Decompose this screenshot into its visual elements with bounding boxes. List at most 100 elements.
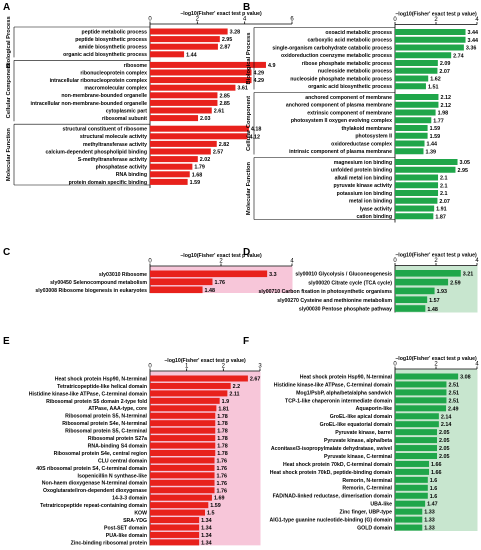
value-label: 2.51 (448, 398, 459, 404)
bar-gold-domain (395, 524, 423, 531)
value-label: 2.05 (439, 438, 450, 444)
category-label: Mog1/PsbP, alpha/beta/alpha sandwich (296, 390, 392, 396)
value-label: 4.12 (250, 134, 260, 140)
category-label: Ribosomal protein S5, C-terminal (65, 429, 147, 435)
value-label: 1.47 (427, 502, 438, 508)
category-label: sly00010 Glycolysis / Gluconeogenesis (295, 272, 392, 278)
value-label: 3.08 (460, 375, 471, 381)
value-label: 2.11 (229, 391, 239, 397)
value-label: 1.6 (430, 486, 438, 492)
value-label: 2.05 (439, 430, 450, 436)
bar-extrinsic-component-of-membrane (395, 109, 436, 116)
value-label: 2.95 (457, 168, 468, 174)
bar-remorin-n-terminal (395, 476, 428, 483)
bar-zinc-finger-ubp-type (395, 508, 423, 515)
panel-e: E −log10(Fisher' exact test p value) 0 1 2 3 H… (3, 336, 262, 546)
bar-remorin-c-terminal (395, 484, 428, 491)
category-label: Ribosomal protein S27a (88, 436, 147, 442)
category-label: sly03010 Ribosome (99, 272, 147, 278)
bar-sly00710-carbon-fixation-in-photosynthetic-organisms (395, 287, 435, 295)
category-label: FAD/NAD-linked reductase, dimerisation d… (273, 494, 392, 500)
category-label: carboxylic acid metabolic process (308, 38, 393, 44)
category-label: Tetratricopeptide repeat-containing doma… (40, 503, 147, 509)
value-label: 2.14 (441, 422, 452, 428)
x-axis-title: −log10(Fisher' exact test p value) (395, 253, 477, 259)
bar-alkali-metal-ion-binding (395, 174, 439, 181)
bar-isopenicillin-n-synthase-like (150, 472, 215, 479)
category-label: methyltransferase activity (83, 142, 147, 148)
value-label: 2.03 (200, 116, 211, 122)
panel-d: D −log10(Fisher' exact test p value)0 2 4 sl… (243, 247, 479, 313)
bar-heat-shock-protein-70kd-peptide-binding-domain (395, 468, 430, 475)
value-label: 1.76 (217, 481, 228, 487)
category-label: Histidine kinase-like ATPase, C-terminal… (29, 391, 147, 397)
panel-letter-d: D (243, 247, 250, 258)
value-label: 2.1 (440, 191, 448, 197)
bar-pyruvate-kinase-c-terminal (395, 453, 438, 459)
x-tick-label: 0 (393, 362, 397, 368)
category-label: ribose phosphate metabolic process (302, 61, 392, 67)
value-label: 1.81 (218, 406, 229, 412)
category-label: ribosomal subunit (102, 116, 147, 122)
value-label: 2.07 (439, 199, 450, 205)
bar-clu-central-domain (150, 457, 215, 464)
category-label: macromolecular complex (84, 86, 147, 92)
category-label: RNA-binding S4 domain (88, 443, 147, 449)
category-label: Post-SET domain (104, 525, 147, 531)
category-label: potassium ion binding (337, 191, 392, 197)
value-label: 2.02 (200, 157, 211, 163)
x-tick-label: 0 (148, 259, 152, 265)
x-tick-label: 1 (185, 364, 189, 370)
category-label: Isopenicillin N synthase-like (78, 473, 148, 479)
category-label: single-organism carbohydrate catabolic p… (272, 45, 392, 51)
value-label: 3.28 (230, 30, 241, 36)
x-axis-title: −log10(Fisher' exact test p value) (395, 12, 477, 18)
x-tick-label: 4 (475, 17, 479, 23)
bar-phosphatase-activity (150, 163, 193, 170)
category-label: Aconitase/3-isopropylmalate dehydratase,… (271, 446, 393, 452)
bar-amide-biosynthetic-process (150, 43, 218, 50)
bar-peptide-metabolic-process (150, 28, 228, 35)
bar-sly00270-cysteine-and-methionine-metabolism (395, 296, 428, 303)
bar-rna-binding (150, 171, 190, 178)
bar-non-haem-dioxygenase-n-terminal-domain (150, 479, 215, 486)
bar-ribosomal-protein-s5-n-terminal (150, 412, 216, 419)
value-label: 1.33 (424, 518, 435, 524)
value-label: 2.51 (448, 390, 459, 396)
x-tick-label: 2 (434, 258, 438, 264)
bar-nucleoside-phosphate-metabolic-process (395, 75, 429, 82)
category-label: Oxoglutarate/iron-dependent dioxygenase (43, 488, 147, 494)
group-label-molecular-function: Molecular Function (6, 128, 12, 182)
category-label: structural constituent of ribosome (63, 127, 148, 133)
value-label: 2.85 (219, 101, 230, 107)
bar-pua-like-domain (150, 531, 200, 538)
category-label: Histidine kinase-like ATPase, C-terminal… (274, 382, 392, 388)
category-label: oxoacid metabolic process (325, 30, 392, 36)
category-label: photosystem II oxygen evolving complex (291, 118, 392, 124)
group-label-biological-process: Biological Process (6, 16, 12, 68)
category-label: structural molecule activity (80, 134, 147, 140)
value-label: 1.76 (217, 488, 228, 494)
category-label: protein domain specific binding (69, 180, 147, 186)
value-label: 1.59 (430, 134, 441, 140)
bar-pyruvate-kinase-activity (395, 182, 439, 189)
category-label: sly03008 Ribosome biogenesis in eukaryot… (35, 288, 147, 294)
bar-atpase-aaa-type-core (150, 405, 217, 412)
x-tick-label: 0 (148, 17, 152, 23)
bar-structural-molecule-activity (150, 133, 248, 140)
value-label: 1.76 (214, 280, 225, 286)
category-label: 40S ribosomal protein S4, C-terminal dom… (36, 466, 147, 472)
category-label: sly00030 Pentose phosphate pathway (299, 307, 392, 313)
category-label: sly00020 Citrate cycle (TCA cycle) (308, 280, 392, 286)
category-label: Pyruvate kinase, alpha/beta (324, 438, 392, 444)
bar-ribosomal-protein-s4e-central-region (150, 450, 216, 456)
bar-ribosome (150, 61, 266, 68)
x-tick-label: 4 (475, 258, 479, 264)
category-label: non-membrane-bounded organelle (61, 93, 147, 99)
category-label: Pyruvate kinase, C-terminal (324, 454, 393, 460)
x-tick-label: 0 (148, 364, 152, 370)
value-label: 1.62 (430, 77, 441, 83)
bar-uba-like (395, 500, 426, 507)
bar-14-3-3-domain (150, 494, 212, 501)
value-label: 3.05 (460, 160, 471, 166)
